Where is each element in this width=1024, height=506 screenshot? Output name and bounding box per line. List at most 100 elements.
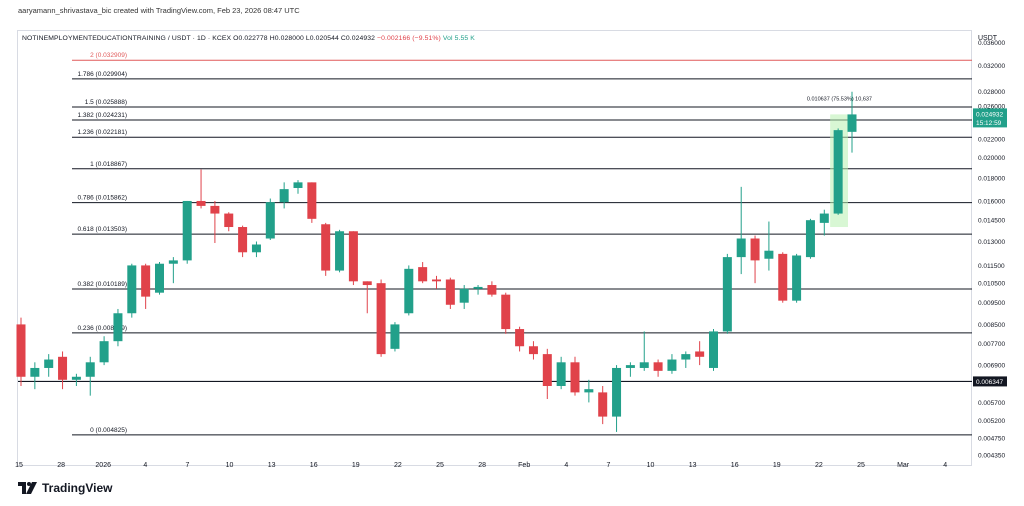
y-axis-tick-label: 0.032000 (978, 63, 1005, 70)
bar-countdown: 15:12:59 (976, 120, 1002, 127)
candle[interactable] (390, 324, 400, 349)
candle[interactable] (182, 200, 192, 261)
x-axis-tick-label: 16 (731, 462, 739, 469)
x-axis-tick-label: 25 (857, 462, 865, 469)
y-axis-tick-label: 0.026000 (978, 104, 1005, 111)
x-axis-tick-label: 22 (394, 462, 402, 469)
candle[interactable] (722, 257, 732, 332)
candle[interactable] (625, 365, 635, 368)
candle[interactable] (293, 182, 303, 188)
x-axis-tick-label: 4 (564, 462, 568, 469)
candle[interactable] (542, 354, 552, 386)
x-axis-tick-label: 28 (478, 462, 486, 469)
candle[interactable] (515, 329, 525, 347)
fib-level-label: 1 (0.018867) (90, 161, 127, 168)
candle[interactable] (847, 114, 857, 132)
candle[interactable] (362, 281, 372, 286)
y-axis-tick-label: 0.008500 (978, 322, 1005, 329)
currency-label[interactable]: USDT (978, 35, 998, 42)
x-axis-tick-label: 13 (268, 462, 276, 469)
y-axis-tick-label: 0.016000 (978, 198, 1005, 205)
candle[interactable] (473, 286, 483, 289)
candle[interactable] (265, 202, 275, 239)
candle[interactable] (99, 341, 109, 363)
fib-level-label: 0.236 (0.008139) (77, 325, 127, 332)
candle[interactable] (141, 265, 151, 297)
candle[interactable] (348, 231, 358, 282)
ohlc-open: O0.022778 (233, 35, 268, 42)
candle[interactable] (196, 200, 206, 206)
candle[interactable] (459, 288, 469, 303)
fib-level-label: 0.382 (0.010189) (77, 281, 127, 288)
x-axis-tick-label: Feb (518, 462, 530, 469)
candle[interactable] (85, 362, 95, 377)
candle[interactable] (16, 324, 26, 377)
y-axis-tick-label: 0.022000 (978, 136, 1005, 143)
candle[interactable] (44, 359, 54, 368)
candle[interactable] (695, 351, 705, 357)
x-axis-tick-label: 7 (185, 462, 189, 469)
candle[interactable] (404, 268, 414, 314)
candle[interactable] (168, 260, 178, 264)
fib-level-label: 0.618 (0.013503) (77, 226, 127, 233)
candle[interactable] (501, 294, 511, 330)
candle[interactable] (71, 376, 81, 380)
chart-frame (17, 30, 972, 466)
candle[interactable] (418, 267, 428, 282)
candle[interactable] (528, 346, 538, 355)
volume: Vol 5.55 K (442, 35, 475, 42)
candle[interactable] (681, 354, 691, 360)
candle[interactable] (30, 367, 40, 377)
candle[interactable] (639, 362, 649, 368)
candle[interactable] (792, 255, 802, 301)
candle[interactable] (584, 389, 594, 393)
candle[interactable] (224, 213, 234, 228)
candle[interactable] (321, 224, 331, 271)
candle[interactable] (709, 331, 718, 368)
x-axis-tick-label: 7 (606, 462, 610, 469)
candle[interactable] (833, 130, 843, 214)
candle[interactable] (279, 189, 289, 203)
candle[interactable] (210, 205, 220, 214)
symbol-name[interactable]: NOTINEMPLOYMENTEDUCATIONTRAINING / USDT … (22, 35, 232, 42)
candle[interactable] (570, 362, 580, 393)
measure-label: 0.010637 (75.53%) 10,637 (807, 96, 872, 102)
last-price-tag (973, 108, 1007, 128)
candle[interactable] (598, 392, 608, 417)
ohlc-low: L0.020544 (305, 35, 339, 42)
candle[interactable] (805, 220, 815, 258)
y-axis-tick-label: 0.028000 (978, 89, 1005, 96)
candle[interactable] (155, 263, 164, 293)
tradingview-logo[interactable]: TradingView (18, 481, 112, 495)
x-axis-tick-label: 13 (689, 462, 697, 469)
x-axis-tick-label: 25 (436, 462, 444, 469)
candle[interactable] (376, 283, 386, 355)
candle[interactable] (556, 362, 566, 386)
candle[interactable] (251, 244, 261, 253)
candle[interactable] (736, 238, 746, 258)
candle[interactable] (127, 265, 137, 314)
candle[interactable] (750, 238, 760, 261)
candle[interactable] (335, 231, 345, 271)
candle[interactable] (778, 253, 788, 301)
x-axis-tick-label: 4 (143, 462, 147, 469)
candle[interactable] (819, 213, 829, 223)
candle[interactable] (667, 359, 677, 371)
candle[interactable] (58, 356, 68, 380)
x-axis-tick-label: Mar (897, 462, 910, 469)
y-axis-tick-label: 0.011500 (978, 263, 1005, 270)
horizontal-line-price-tag (973, 376, 1007, 387)
candle[interactable] (113, 313, 123, 342)
candle[interactable] (445, 279, 455, 305)
candle[interactable] (307, 182, 317, 219)
fib-level-label: 1.236 (0.022181) (77, 129, 127, 136)
candle[interactable] (653, 362, 663, 371)
candle[interactable] (432, 279, 441, 282)
candle[interactable] (764, 250, 774, 259)
candle[interactable] (487, 285, 497, 295)
y-axis-tick-label: 0.005700 (978, 400, 1005, 407)
candle[interactable] (238, 227, 248, 253)
candle[interactable] (612, 367, 622, 417)
tradingview-logo-icon (18, 482, 37, 494)
